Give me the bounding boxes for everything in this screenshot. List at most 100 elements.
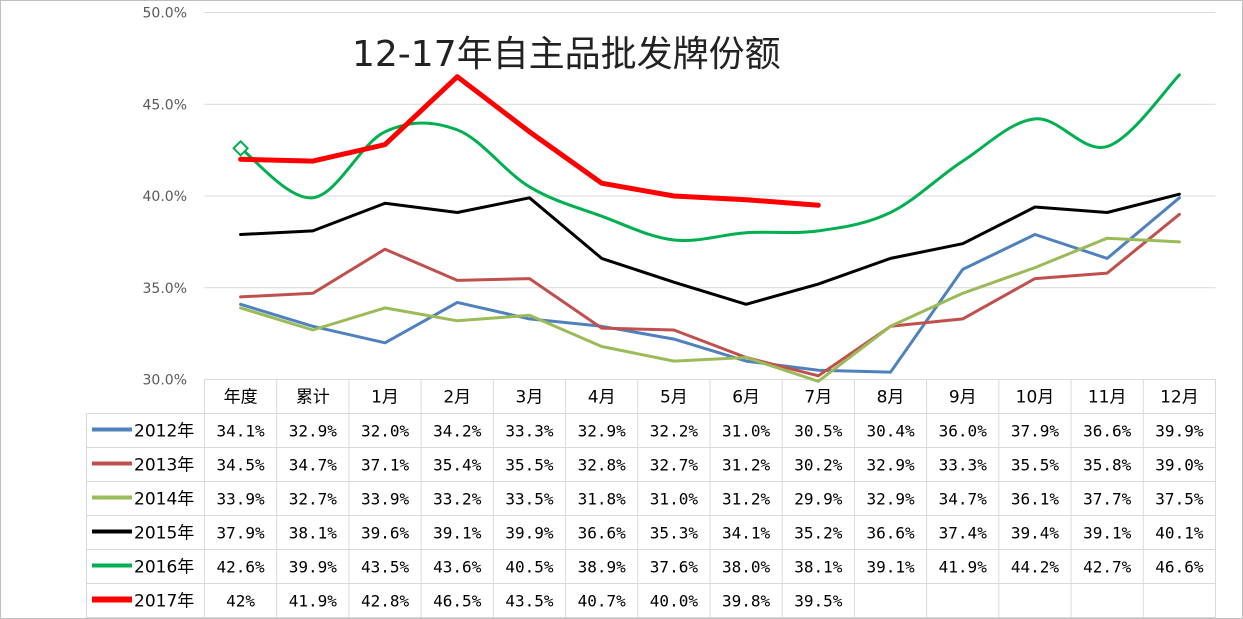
- data-label: 41.9%: [939, 558, 988, 577]
- data-label: 36.6%: [1083, 422, 1132, 441]
- data-label: 30.2%: [794, 456, 843, 475]
- data-label: 43.5%: [505, 592, 554, 611]
- data-label: 32.8%: [578, 456, 627, 475]
- data-label: 39.0%: [1155, 456, 1204, 475]
- data-label: 39.8%: [722, 592, 771, 611]
- data-label: 35.2%: [794, 524, 843, 543]
- series-name: 2013年: [134, 456, 194, 476]
- data-label: 31.8%: [578, 490, 627, 509]
- category-label: 5月: [660, 388, 688, 408]
- data-label: 36.0%: [939, 422, 988, 441]
- data-label: 34.7%: [939, 490, 988, 509]
- series-name: 2017年: [134, 592, 194, 612]
- category-label: 11月: [1088, 388, 1127, 408]
- data-label: 38.1%: [289, 524, 338, 543]
- data-label: 32.2%: [650, 422, 699, 441]
- data-label: 30.4%: [866, 422, 915, 441]
- data-label: 31.0%: [722, 422, 771, 441]
- series-name: 2014年: [134, 490, 194, 510]
- series-line: [239, 236, 1181, 383]
- series-line: [239, 196, 1181, 374]
- series-name: 2015年: [134, 524, 194, 544]
- data-label: 31.2%: [722, 456, 771, 475]
- data-label: 31.2%: [722, 490, 771, 509]
- data-label: 32.9%: [866, 490, 915, 509]
- data-label: 40.5%: [505, 558, 554, 577]
- data-label: 37.6%: [650, 558, 699, 577]
- series-line: [239, 73, 1181, 243]
- y-axis: 30.0% 35.0% 40.0% 45.0% 50.0%: [143, 6, 187, 389]
- data-label: 39.9%: [505, 524, 554, 543]
- category-label: 1月: [371, 388, 399, 408]
- data-label: 37.4%: [939, 524, 988, 543]
- data-label: 35.3%: [650, 524, 699, 543]
- data-label: 43.6%: [433, 558, 482, 577]
- data-label: 42.6%: [217, 558, 266, 577]
- series-lines: [232, 73, 1181, 383]
- data-label: 43.5%: [361, 558, 410, 577]
- series-line: [239, 212, 1181, 378]
- data-label: 39.4%: [1011, 524, 1060, 543]
- data-label: 32.9%: [578, 422, 627, 441]
- data-label: 35.5%: [505, 456, 554, 475]
- category-label: 7月: [804, 388, 832, 408]
- data-label: 34.5%: [217, 456, 266, 475]
- data-label: 38.0%: [722, 558, 771, 577]
- category-label: 年度: [224, 388, 258, 408]
- category-label: 6月: [732, 388, 760, 408]
- data-label: 34.1%: [722, 524, 771, 543]
- data-label: 40.1%: [1155, 524, 1204, 543]
- data-label: 39.6%: [361, 524, 410, 543]
- data-label: 33.3%: [939, 456, 988, 475]
- data-label: 39.5%: [794, 592, 843, 611]
- series-name: 2012年: [134, 422, 194, 442]
- data-label: 40.7%: [578, 592, 627, 611]
- data-label: 44.2%: [1011, 558, 1060, 577]
- data-label: 31.0%: [650, 490, 699, 509]
- data-label: 33.9%: [217, 490, 266, 509]
- data-label: 33.3%: [505, 422, 554, 441]
- data-label: 29.9%: [794, 490, 843, 509]
- data-label: 42.7%: [1083, 558, 1132, 577]
- data-label: 32.9%: [866, 456, 915, 475]
- data-label: 39.1%: [433, 524, 482, 543]
- data-label: 39.1%: [866, 558, 915, 577]
- data-table: 年度 累计 1月 2月 3月 4月 5月 6月 7月 8月 9月 10月 11月 12月 2012年 34.1…: [86, 379, 1216, 618]
- data-label: 42%: [226, 592, 255, 611]
- data-label: 32.0%: [361, 422, 410, 441]
- y-tick-label: 30.0%: [143, 373, 187, 389]
- category-label: 3月: [516, 388, 544, 408]
- data-label: 34.1%: [217, 422, 266, 441]
- data-label: 39.1%: [1083, 524, 1132, 543]
- category-label: 2月: [443, 388, 471, 408]
- data-label: 41.9%: [289, 592, 338, 611]
- category-label: 9月: [949, 388, 977, 408]
- data-label: 40.0%: [650, 592, 699, 611]
- data-label: 39.9%: [1155, 422, 1204, 441]
- series-line: [239, 192, 1181, 306]
- diamond-marker: [232, 139, 250, 157]
- data-label: 34.7%: [289, 456, 338, 475]
- data-label: 33.2%: [433, 490, 482, 509]
- data-label: 42.8%: [361, 592, 410, 611]
- series-name: 2016年: [134, 558, 194, 578]
- data-label: 37.1%: [361, 456, 410, 475]
- data-label: 30.5%: [794, 422, 843, 441]
- category-label: 4月: [588, 388, 616, 408]
- data-label: 46.5%: [433, 592, 482, 611]
- data-label: 36.1%: [1011, 490, 1060, 509]
- category-label: 12月: [1160, 388, 1199, 408]
- data-label: 46.6%: [1155, 558, 1204, 577]
- data-label: 37.7%: [1083, 490, 1132, 509]
- y-tick-label: 45.0%: [143, 97, 187, 113]
- y-tick-label: 40.0%: [143, 189, 187, 205]
- data-label: 35.8%: [1083, 456, 1132, 475]
- data-label: 32.7%: [650, 456, 699, 475]
- data-label: 35.5%: [1011, 456, 1060, 475]
- data-label: 38.1%: [794, 558, 843, 577]
- series-line: [238, 74, 821, 208]
- category-label: 累计: [296, 388, 330, 408]
- data-label: 33.5%: [505, 490, 554, 509]
- chart-title: 12-17年自主品批发牌份额: [352, 34, 781, 75]
- data-label: 36.6%: [578, 524, 627, 543]
